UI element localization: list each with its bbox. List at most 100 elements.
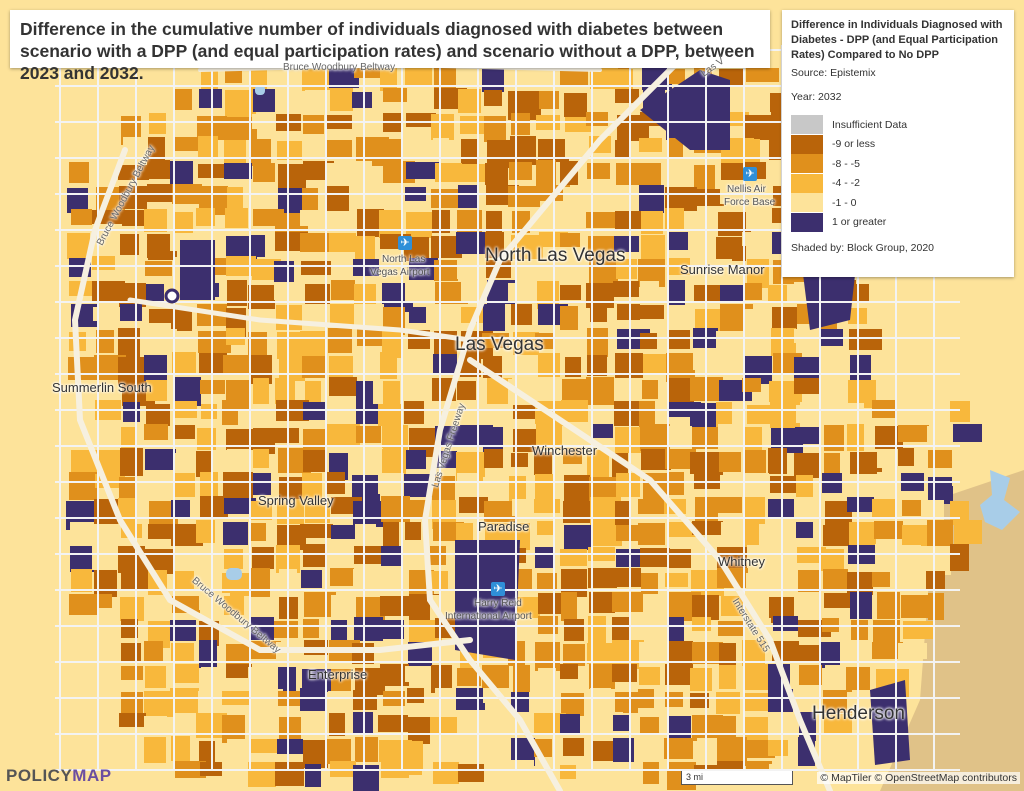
block-group[interactable] bbox=[433, 762, 459, 784]
block-group[interactable] bbox=[640, 717, 659, 734]
block-group[interactable] bbox=[223, 355, 254, 375]
block-group[interactable] bbox=[560, 664, 578, 679]
legend-item-1-or-greater[interactable]: 1 or greater bbox=[791, 212, 1005, 233]
block-group[interactable] bbox=[355, 186, 384, 207]
block-group[interactable] bbox=[534, 452, 552, 475]
block-group[interactable] bbox=[639, 642, 661, 667]
block-group[interactable] bbox=[770, 476, 798, 493]
block-group[interactable] bbox=[92, 281, 125, 302]
block-group[interactable] bbox=[562, 379, 592, 401]
block-group[interactable] bbox=[431, 114, 454, 140]
block-group[interactable] bbox=[743, 283, 762, 300]
block-group[interactable] bbox=[407, 688, 424, 703]
block-group[interactable] bbox=[511, 618, 544, 639]
block-group[interactable] bbox=[847, 497, 874, 512]
block-group[interactable] bbox=[251, 139, 271, 166]
block-group[interactable] bbox=[771, 568, 789, 585]
block-group[interactable] bbox=[458, 89, 481, 113]
block-group[interactable] bbox=[846, 403, 864, 423]
block-group[interactable] bbox=[406, 162, 439, 179]
block-group[interactable] bbox=[485, 523, 514, 540]
block-group[interactable] bbox=[93, 524, 124, 543]
block-group[interactable] bbox=[406, 212, 432, 238]
block-group[interactable] bbox=[590, 67, 618, 89]
block-group[interactable] bbox=[874, 521, 903, 539]
block-group[interactable] bbox=[588, 616, 606, 645]
block-group[interactable] bbox=[145, 666, 166, 688]
block-group[interactable] bbox=[668, 163, 700, 185]
block-group[interactable] bbox=[300, 331, 325, 358]
block-group[interactable] bbox=[769, 713, 802, 733]
block-group[interactable] bbox=[120, 597, 144, 621]
block-group[interactable] bbox=[460, 353, 481, 377]
block-group[interactable] bbox=[665, 692, 683, 707]
block-group[interactable] bbox=[638, 305, 664, 319]
block-group[interactable] bbox=[824, 425, 844, 451]
block-group[interactable] bbox=[587, 355, 607, 376]
block-group[interactable] bbox=[669, 378, 694, 404]
block-group[interactable] bbox=[771, 328, 796, 356]
block-group[interactable] bbox=[149, 309, 172, 323]
block-group[interactable] bbox=[249, 235, 265, 257]
block-group[interactable] bbox=[121, 619, 138, 638]
block-group[interactable] bbox=[745, 717, 768, 743]
block-group[interactable] bbox=[172, 352, 196, 373]
block-group[interactable] bbox=[641, 163, 661, 188]
block-group[interactable] bbox=[617, 304, 640, 320]
block-group[interactable] bbox=[302, 356, 325, 378]
block-group[interactable] bbox=[664, 738, 697, 759]
policymap-logo[interactable]: POLICYMAP bbox=[6, 766, 112, 786]
block-group[interactable] bbox=[640, 70, 730, 150]
block-group[interactable] bbox=[277, 499, 304, 524]
block-group[interactable] bbox=[742, 92, 763, 114]
block-group[interactable] bbox=[459, 164, 485, 182]
block-group[interactable] bbox=[928, 450, 952, 468]
block-group[interactable] bbox=[226, 328, 245, 345]
block-group[interactable] bbox=[639, 138, 662, 152]
block-group[interactable] bbox=[665, 573, 688, 587]
block-group[interactable] bbox=[591, 424, 613, 438]
block-group[interactable] bbox=[564, 475, 590, 501]
block-group[interactable] bbox=[175, 137, 201, 151]
block-group[interactable] bbox=[617, 379, 640, 401]
block-group[interactable] bbox=[794, 453, 819, 478]
block-group[interactable] bbox=[667, 280, 685, 305]
block-group[interactable] bbox=[305, 284, 330, 304]
block-group[interactable] bbox=[93, 307, 116, 321]
block-group[interactable] bbox=[119, 186, 147, 209]
legend-item-insufficient[interactable]: Insufficient Data bbox=[791, 115, 1005, 135]
block-group[interactable] bbox=[379, 259, 406, 277]
block-group[interactable] bbox=[173, 547, 197, 575]
block-group[interactable] bbox=[821, 549, 844, 571]
block-group[interactable] bbox=[146, 284, 164, 305]
block-group[interactable] bbox=[847, 424, 864, 451]
block-group[interactable] bbox=[199, 640, 217, 668]
block-group[interactable] bbox=[589, 592, 615, 613]
block-group[interactable] bbox=[587, 93, 620, 116]
block-group[interactable] bbox=[824, 593, 852, 608]
block-group[interactable] bbox=[721, 163, 744, 180]
block-group[interactable] bbox=[383, 522, 399, 550]
block-group[interactable] bbox=[716, 237, 746, 261]
block-group[interactable] bbox=[768, 285, 787, 301]
block-group[interactable] bbox=[640, 548, 670, 567]
block-group[interactable] bbox=[304, 307, 330, 323]
block-group[interactable] bbox=[773, 616, 798, 631]
block-group[interactable] bbox=[144, 209, 167, 232]
block-group[interactable] bbox=[274, 261, 294, 285]
block-group[interactable] bbox=[821, 642, 840, 668]
block-group[interactable] bbox=[227, 449, 249, 471]
block-group[interactable] bbox=[380, 664, 409, 686]
block-group[interactable] bbox=[484, 116, 506, 142]
block-group[interactable] bbox=[405, 666, 437, 682]
block-group[interactable] bbox=[405, 522, 421, 540]
block-group[interactable] bbox=[511, 113, 530, 135]
block-group[interactable] bbox=[172, 596, 200, 613]
block-group[interactable] bbox=[144, 716, 167, 737]
block-group[interactable] bbox=[590, 308, 607, 322]
block-group[interactable] bbox=[225, 208, 248, 228]
block-group[interactable] bbox=[196, 208, 215, 226]
block-group[interactable] bbox=[329, 377, 357, 396]
block-group[interactable] bbox=[900, 569, 923, 597]
block-group[interactable] bbox=[482, 69, 504, 92]
